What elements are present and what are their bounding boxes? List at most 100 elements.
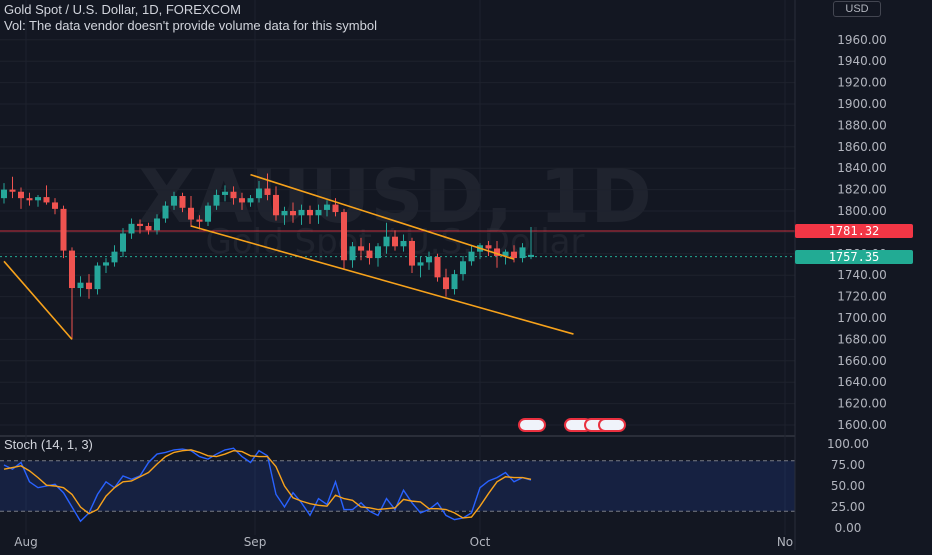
candle xyxy=(171,191,177,210)
candle xyxy=(205,202,211,226)
price-axis[interactable]: 1960.00 1940.00 1920.00 1900.00 1880.00 1860.… xyxy=(794,0,932,550)
candle xyxy=(86,274,92,299)
stoch-lines xyxy=(3,447,532,523)
candle xyxy=(128,218,135,239)
volume-note: Vol: The data vendor doesn't provide vol… xyxy=(4,18,377,33)
time-tick-label: Sep xyxy=(244,535,267,549)
price-tick-label: 1880.00 xyxy=(837,118,887,132)
candle xyxy=(9,176,16,199)
candle xyxy=(43,185,50,205)
candle xyxy=(281,206,288,225)
trendline[interactable] xyxy=(3,260,73,340)
candle xyxy=(400,234,407,252)
time-tick-label: Oct xyxy=(470,535,491,549)
price-tag-last: 1781.32 xyxy=(795,223,913,238)
candle xyxy=(35,194,41,207)
candle xyxy=(443,268,449,297)
time-tick-label: No xyxy=(777,535,793,549)
candle xyxy=(188,196,194,228)
candle xyxy=(434,253,441,282)
candle xyxy=(519,243,526,263)
candle xyxy=(18,187,24,209)
time-axis[interactable]: Aug Sep Oct No xyxy=(14,535,793,549)
candle xyxy=(120,228,126,258)
trendline[interactable] xyxy=(190,225,574,335)
candle xyxy=(324,200,330,217)
stoch-tick-label: 75.00 xyxy=(831,458,865,472)
candle xyxy=(103,258,109,274)
price-tick-label: 1700.00 xyxy=(837,311,887,325)
candle xyxy=(366,243,373,265)
candle xyxy=(375,243,381,267)
candle xyxy=(451,269,458,295)
candle xyxy=(154,214,160,235)
candle xyxy=(69,247,75,340)
stoch-d-line xyxy=(3,449,532,519)
candle xyxy=(264,173,271,201)
candle xyxy=(162,201,169,223)
candle xyxy=(528,227,534,260)
candle xyxy=(137,219,143,234)
candle xyxy=(290,202,296,223)
candle xyxy=(307,205,313,224)
candle xyxy=(426,251,432,270)
price-tick-label: 1900.00 xyxy=(837,97,887,111)
candle xyxy=(222,185,228,202)
candle xyxy=(298,204,305,225)
candle xyxy=(511,245,517,263)
candle xyxy=(26,192,33,206)
candle xyxy=(358,237,364,261)
stoch-tick-label: 0.00 xyxy=(835,521,862,535)
stoch-tick-label: 100.00 xyxy=(827,437,869,451)
price-tick-label: 1740.00 xyxy=(837,268,887,282)
candle xyxy=(52,198,58,215)
candle xyxy=(383,222,390,254)
candle xyxy=(468,245,475,266)
price-tag-close: 1757.35 xyxy=(795,249,913,264)
candle xyxy=(409,237,415,274)
candle xyxy=(256,181,262,203)
price-tick-label: 1720.00 xyxy=(837,290,887,304)
stoch-k-line xyxy=(3,447,532,523)
candle xyxy=(485,240,492,256)
price-tick-label: 1960.00 xyxy=(837,33,887,47)
price-tick-label: 1640.00 xyxy=(837,375,887,389)
candle xyxy=(94,262,101,295)
time-tick-label: Aug xyxy=(14,535,37,549)
price-tick-label: 1940.00 xyxy=(837,54,887,68)
trendlines[interactable] xyxy=(3,173,574,340)
candle xyxy=(213,189,220,210)
stoch-tick-label: 50.00 xyxy=(831,479,865,493)
candle xyxy=(315,204,322,224)
us-flag-event-icon[interactable] xyxy=(518,418,546,432)
price-tick-label: 1620.00 xyxy=(837,397,887,411)
candle xyxy=(145,222,152,235)
candles xyxy=(1,173,534,340)
price-tick-label: 1820.00 xyxy=(837,183,887,197)
candle xyxy=(460,255,466,281)
candle xyxy=(196,215,203,230)
candle xyxy=(111,245,118,267)
trendline[interactable] xyxy=(250,173,515,260)
currency-button[interactable]: USD xyxy=(833,1,881,17)
grid xyxy=(0,0,932,535)
stoch-title[interactable]: Stoch (14, 1, 3) xyxy=(4,437,93,452)
candle xyxy=(230,186,237,205)
price-tick-label: 1860.00 xyxy=(837,140,887,154)
candle xyxy=(247,194,254,207)
candle xyxy=(77,276,84,297)
candle xyxy=(1,183,7,204)
candle xyxy=(60,205,67,259)
candle xyxy=(273,186,279,221)
price-tick-label: 1800.00 xyxy=(837,204,887,218)
us-flag-event-icon[interactable] xyxy=(598,418,626,432)
candle xyxy=(417,257,424,278)
symbol-title[interactable]: Gold Spot / U.S. Dollar, 1D, FOREXCOM xyxy=(4,2,241,17)
candle xyxy=(239,192,245,210)
chart-header: Gold Spot / U.S. Dollar, 1D, FOREXCOM Vo… xyxy=(4,2,377,34)
candle xyxy=(341,208,347,270)
candle xyxy=(392,230,398,251)
price-tick-label: 1920.00 xyxy=(837,76,887,90)
